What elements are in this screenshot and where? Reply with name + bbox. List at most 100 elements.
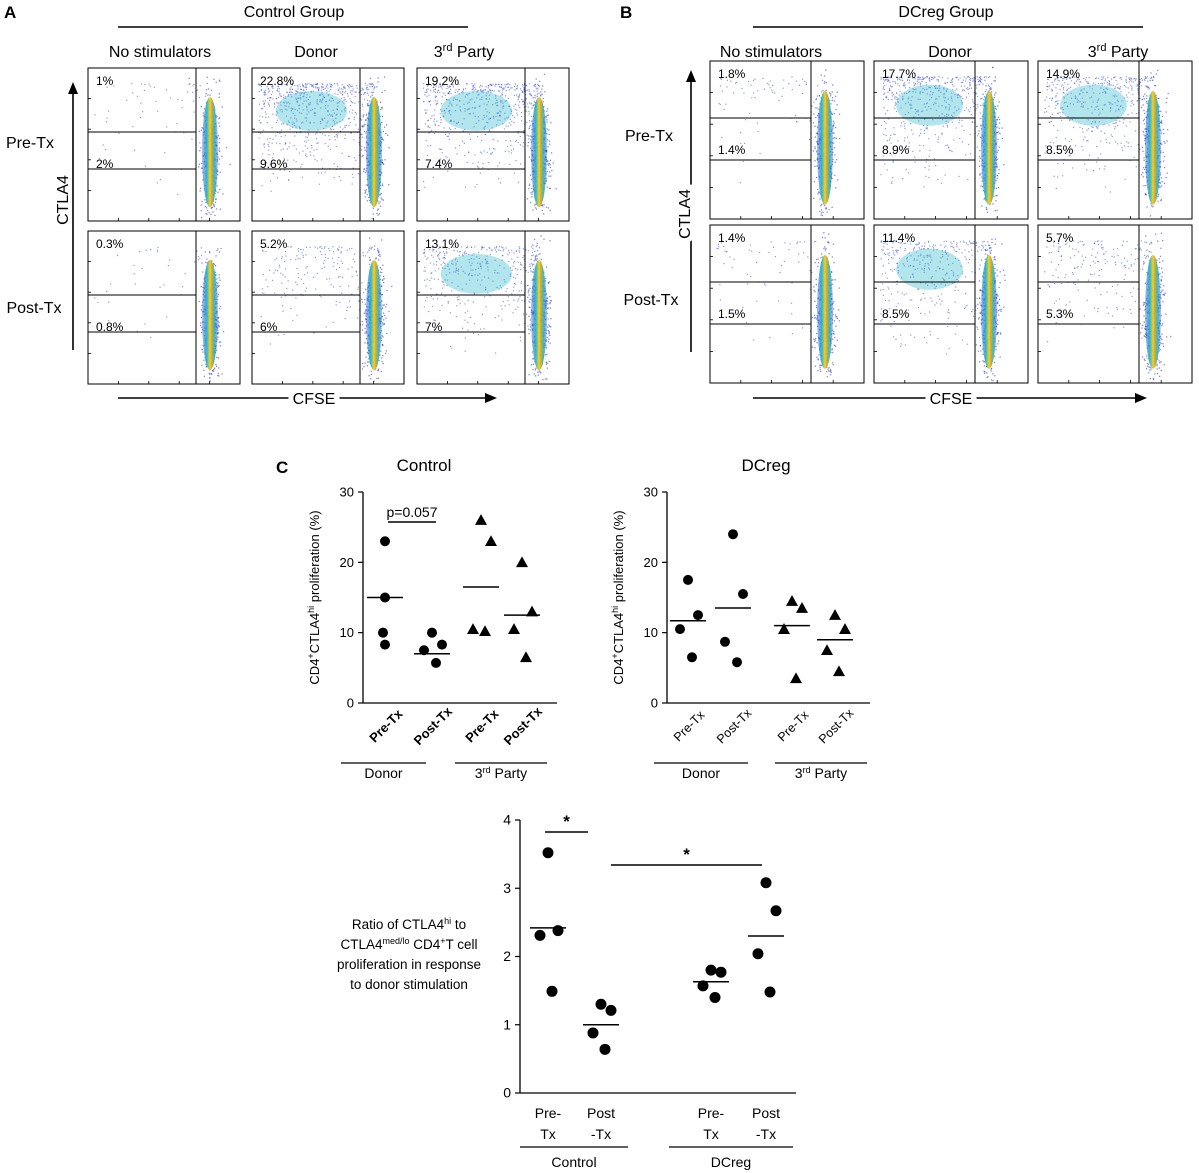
gate-med-label: 8.5%	[882, 307, 910, 321]
flow-ridge	[366, 97, 382, 208]
b-col-header-3: 3rd Party	[1088, 42, 1148, 61]
b-row-header-post: Post-Tx	[623, 292, 678, 309]
flow-cluster	[896, 248, 963, 290]
flow-ridge	[981, 91, 997, 205]
series-4	[817, 609, 853, 677]
gate-med-label: 5.3%	[1046, 307, 1074, 321]
y-tick-label: 30	[644, 485, 658, 500]
group-label: Control	[551, 1154, 596, 1170]
series-4	[504, 556, 540, 663]
y-axis-label-line: proliferation in response	[337, 957, 481, 972]
a-x-axis-label: CFSE	[293, 391, 336, 408]
flow-plot-a-r1c1: 1% 2%	[87, 67, 241, 222]
panel-letter-b: B	[620, 3, 632, 22]
category-label: Post-Tx	[816, 705, 857, 746]
data-point	[587, 1027, 599, 1039]
data-point	[467, 623, 479, 634]
data-point	[475, 514, 487, 525]
series-2	[715, 529, 751, 668]
category-label: Pre-Tx	[462, 706, 502, 746]
flow-ridge	[531, 260, 547, 371]
flow-cluster	[896, 84, 963, 126]
data-point	[378, 627, 388, 638]
data-point	[542, 847, 554, 859]
data-point	[380, 536, 390, 547]
series-1	[670, 574, 706, 663]
flow-ridge	[817, 91, 833, 205]
flow-plot-b-r2c1: 1.4% 1.5%	[709, 224, 865, 384]
gate-hi-label: 0.3%	[96, 237, 124, 251]
data-point	[760, 877, 772, 889]
flow-ridge	[202, 97, 218, 208]
data-point	[764, 986, 776, 998]
flow-plot-b-r1c1: 1.8% 1.4%	[709, 60, 865, 220]
series-3	[463, 514, 499, 637]
b-row-header-pre: Pre-Tx	[625, 128, 673, 145]
data-point	[595, 998, 607, 1010]
b-col-header-1: No stimulators	[720, 44, 822, 61]
a-y-axis	[68, 82, 78, 350]
gate-med	[251, 131, 361, 170]
chart-3: 0 1 2 3 4 Ratio of CTLA4hi to CTLA4med/lo CD4+…	[337, 812, 796, 1170]
category-label: Pre-	[698, 1105, 725, 1121]
category-label: Pre-Tx	[671, 707, 708, 744]
gate-med-label: 9.6%	[260, 157, 288, 171]
data-point	[728, 529, 738, 540]
flow-ridge	[531, 97, 547, 208]
flow-cluster	[275, 90, 348, 131]
series-2	[583, 998, 619, 1055]
gate-hi-label: 14.9%	[1046, 67, 1080, 81]
data-point	[752, 948, 764, 960]
data-point	[526, 605, 538, 617]
chart-1: Control 0 10 20 30 CD4+CTLA4hi proliferation …	[306, 456, 557, 781]
group-label: DCreg	[711, 1154, 751, 1170]
gate-med-label: 1.5%	[718, 307, 746, 321]
a-row-header-post: Post-Tx	[6, 300, 61, 317]
data-point	[790, 672, 802, 684]
data-point	[839, 623, 851, 634]
flow-plot-b-r1c3: 14.9% 8.5%	[1037, 60, 1193, 220]
flow-ridge	[817, 255, 833, 369]
data-point	[715, 966, 727, 978]
gate-med-label: 2%	[96, 157, 114, 171]
y-tick-label: 20	[340, 555, 354, 570]
category-label: Post-Tx	[411, 703, 456, 748]
data-point	[380, 639, 390, 650]
chart-title: Control	[397, 456, 452, 475]
gate-hi-label: 22.8%	[260, 74, 294, 88]
data-point	[687, 652, 697, 663]
gate-med-label: 7.4%	[425, 157, 453, 171]
y-tick-label: 30	[340, 485, 354, 500]
gate-hi-label: 1%	[96, 74, 114, 88]
flow-plot-a-r2c1: 0.3% 0.8%	[87, 230, 241, 385]
y-tick-label: 0	[347, 696, 354, 711]
data-point	[833, 665, 845, 677]
data-point	[738, 588, 748, 599]
y-tick-label: 20	[644, 555, 658, 570]
data-point	[821, 644, 833, 656]
category-label: Tx	[540, 1126, 556, 1142]
flow-ridge	[1145, 91, 1161, 205]
flow-plot-b-r2c3: 5.7% 5.3%	[1037, 224, 1193, 384]
data-point	[675, 624, 685, 635]
y-tick-label: 4	[503, 812, 511, 828]
gate-hi-label: 5.7%	[1046, 231, 1074, 245]
data-point	[683, 574, 693, 585]
group-title-dcreg: DCreg Group	[898, 4, 993, 21]
data-point	[479, 625, 491, 637]
gate-med-label: 8.5%	[1046, 143, 1074, 157]
data-point	[516, 556, 528, 568]
y-tick-label: 2	[503, 948, 511, 964]
data-point	[796, 602, 808, 613]
y-tick-label: 10	[644, 625, 658, 640]
group-label: Donor	[364, 765, 402, 781]
gate-hi-label: 13.1%	[425, 237, 459, 251]
flow-ridge	[202, 260, 218, 371]
group-label: Donor	[682, 765, 720, 781]
data-point	[697, 980, 709, 992]
gate-med	[416, 294, 526, 333]
flow-plots: 1% 2% 22.8% 9.6% 19.2% 7.4% 0.3% 0.8% 5.2% 6% 13.1…	[87, 60, 1193, 385]
y-tick-label: 1	[503, 1016, 511, 1032]
category-label: Post-Tx	[501, 703, 546, 748]
gate-hi-label: 19.2%	[425, 74, 459, 88]
